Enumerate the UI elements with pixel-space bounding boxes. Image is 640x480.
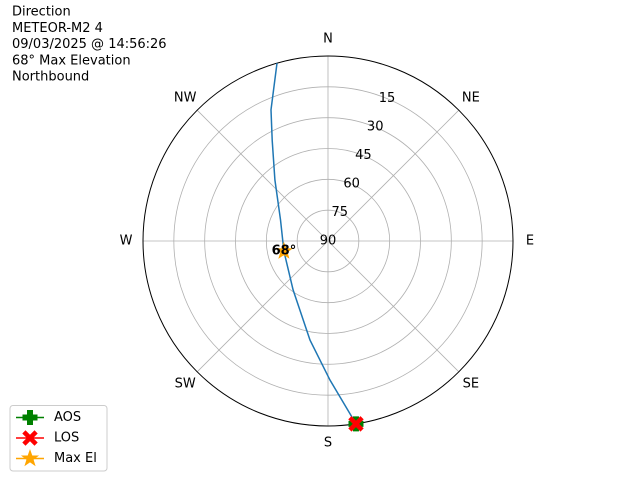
r-tick-label: 60 xyxy=(343,177,360,192)
grid-spoke xyxy=(196,240,329,373)
grid-spoke xyxy=(327,109,460,242)
r-tick-label: 75 xyxy=(332,205,349,220)
theta-tick-label: N xyxy=(323,32,333,47)
legend-label: LOS xyxy=(54,431,79,446)
title-line: Direction xyxy=(12,5,71,20)
title-line: Northbound xyxy=(12,70,89,85)
max-el-label: 68° xyxy=(272,244,297,259)
legend-label: AOS xyxy=(54,410,81,425)
theta-tick-label: SE xyxy=(463,376,479,391)
title-line: METEOR-M2 4 xyxy=(12,21,103,36)
r-tick-label: 45 xyxy=(355,148,372,163)
marker-star xyxy=(274,241,293,259)
theta-tick-label: W xyxy=(120,234,133,249)
legend-marker xyxy=(22,410,38,425)
r-tick-label: 90 xyxy=(320,234,337,249)
marker-x xyxy=(348,416,364,432)
legend-box xyxy=(9,405,108,472)
theta-tick-label: E xyxy=(526,234,534,249)
theta-tick-label: NW xyxy=(174,91,197,106)
outer-circle xyxy=(142,55,514,427)
legend-label: Max El xyxy=(54,451,97,466)
legend-marker xyxy=(20,448,40,467)
r-tick-label: 15 xyxy=(379,91,396,106)
legend-marker xyxy=(22,430,38,446)
title-line: 68° Max Elevation xyxy=(12,53,131,68)
theta-tick-label: SW xyxy=(175,376,196,391)
theta-tick-label: S xyxy=(324,436,332,451)
grid-spoke xyxy=(327,240,460,373)
grid-spoke xyxy=(196,109,329,242)
r-tick-label: 30 xyxy=(367,120,384,135)
legend: AOS LOS Max El xyxy=(9,405,108,472)
title-line: 09/03/2025 @ 14:56:26 xyxy=(12,37,167,52)
theta-tick-label: NE xyxy=(462,91,480,106)
track-line xyxy=(270,63,357,425)
